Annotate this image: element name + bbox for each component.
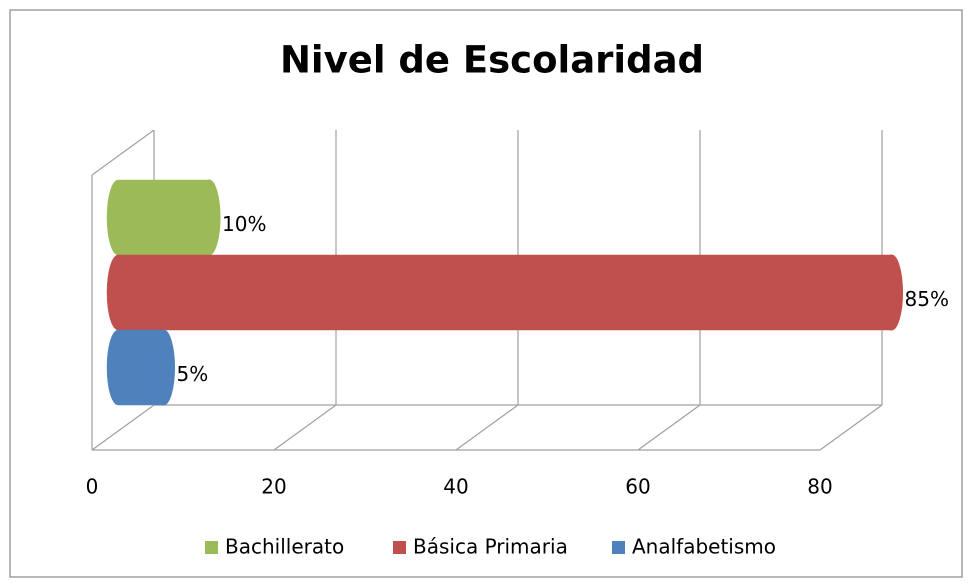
legend-swatch xyxy=(612,541,625,554)
grid-line xyxy=(819,404,883,451)
grid-line xyxy=(637,404,701,451)
grid-line xyxy=(455,404,519,451)
bar xyxy=(106,254,903,331)
data-label: 5% xyxy=(177,362,209,386)
legend-label: Analfabetismo xyxy=(632,535,776,559)
x-tick-label: 40 xyxy=(443,475,468,499)
data-label: 85% xyxy=(905,287,949,311)
bar xyxy=(106,329,175,406)
bar xyxy=(106,179,221,256)
legend-label: Bachillerato xyxy=(225,535,344,559)
chart-title: Nivel de Escolaridad xyxy=(280,39,704,82)
x-tick-label: 20 xyxy=(261,475,286,499)
x-tick-label: 0 xyxy=(86,475,99,499)
x-tick-label: 80 xyxy=(807,475,832,499)
wall-edge xyxy=(91,129,155,176)
grid-line xyxy=(91,404,155,451)
bar-body xyxy=(106,254,903,331)
legend-swatch xyxy=(205,541,218,554)
bar-cap xyxy=(197,179,221,256)
legend-swatch xyxy=(393,541,406,554)
bar-cap xyxy=(880,254,903,331)
grid-line xyxy=(273,404,337,451)
x-tick-label: 60 xyxy=(625,475,650,499)
legend-label: Básica Primaria xyxy=(413,535,568,559)
bar-cap xyxy=(152,329,175,406)
data-label: 10% xyxy=(222,212,266,236)
